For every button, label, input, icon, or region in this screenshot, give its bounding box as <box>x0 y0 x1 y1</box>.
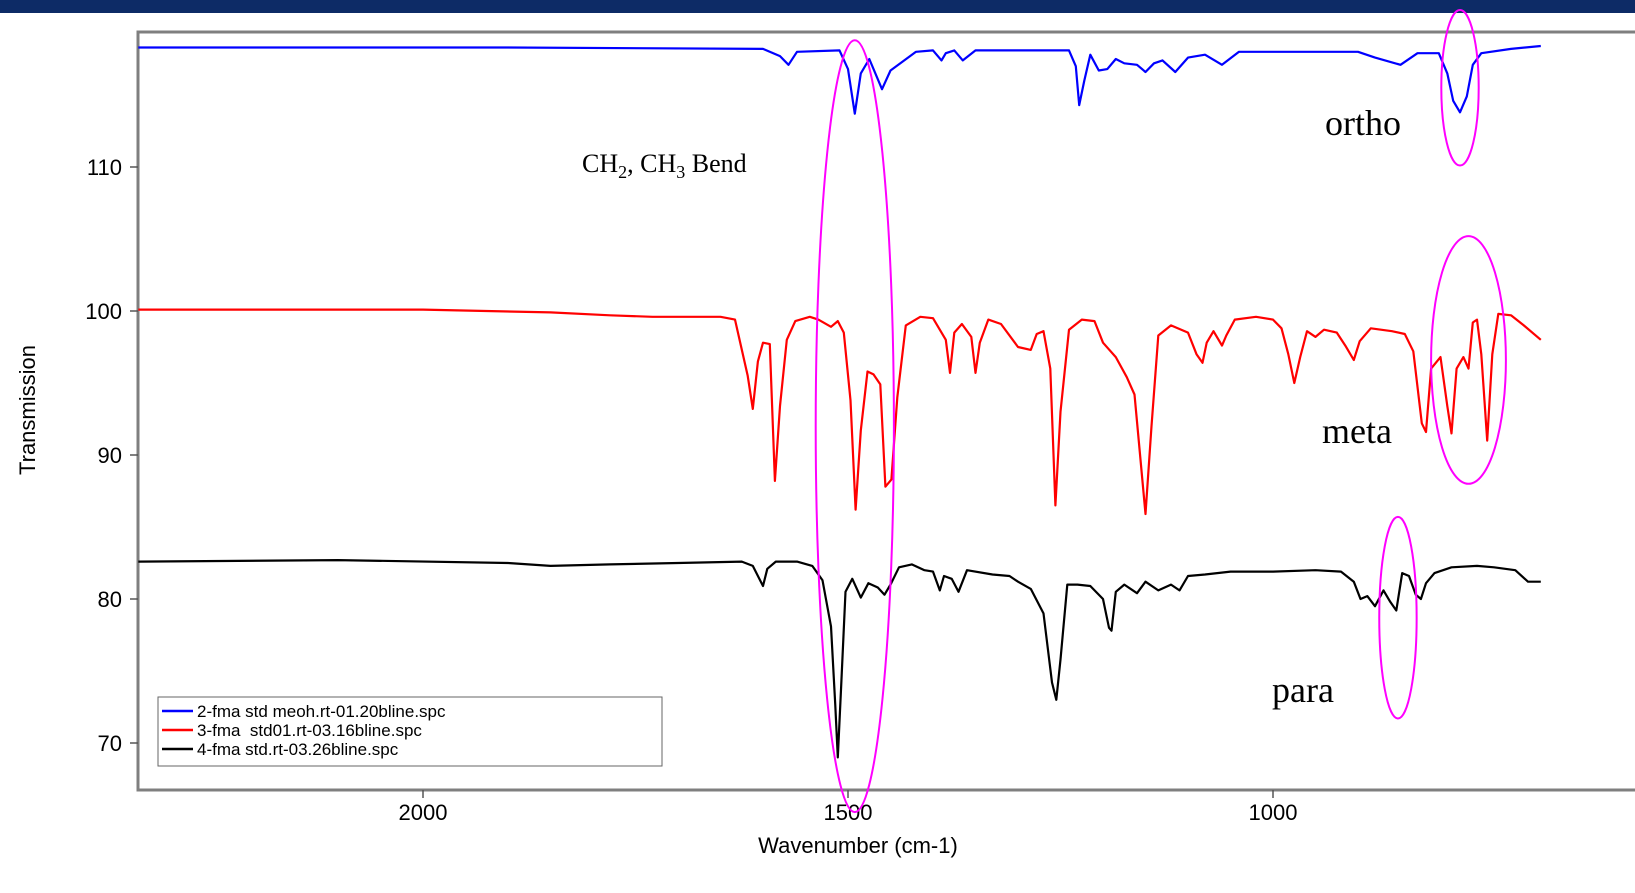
y-tick-label: 100 <box>85 299 122 324</box>
y-tick-label: 90 <box>98 443 122 468</box>
label-meta: meta <box>1322 411 1392 451</box>
legend-label: 4-fma std.rt-03.26bline.spc <box>197 740 399 759</box>
plot-border <box>138 32 1635 790</box>
legend-label: 2-fma std meoh.rt-01.20bline.spc <box>197 702 446 721</box>
x-tick-label: 2000 <box>399 800 448 825</box>
x-tick-label: 1000 <box>1249 800 1298 825</box>
label-para: para <box>1272 670 1334 710</box>
y-tick-label: 80 <box>98 587 122 612</box>
plot-frame <box>138 32 1635 790</box>
label-ortho: ortho <box>1325 103 1401 143</box>
annotation-ellipses <box>816 10 1506 812</box>
y-axis-title: Transmission <box>15 345 40 475</box>
x-axis-title: Wavenumber (cm-1) <box>758 833 958 858</box>
ellipse-para <box>1379 517 1416 719</box>
annotation-ch2-ch3-bend: CH2, CH3 Bend <box>582 149 747 182</box>
y-tick-label: 110 <box>87 155 122 180</box>
y-tick-label: 70 <box>98 731 122 756</box>
legend-label: 3-fma std01.rt-03.16bline.spc <box>197 721 422 740</box>
series-layer <box>138 46 1541 757</box>
x-tick-label: 1500 <box>824 800 873 825</box>
